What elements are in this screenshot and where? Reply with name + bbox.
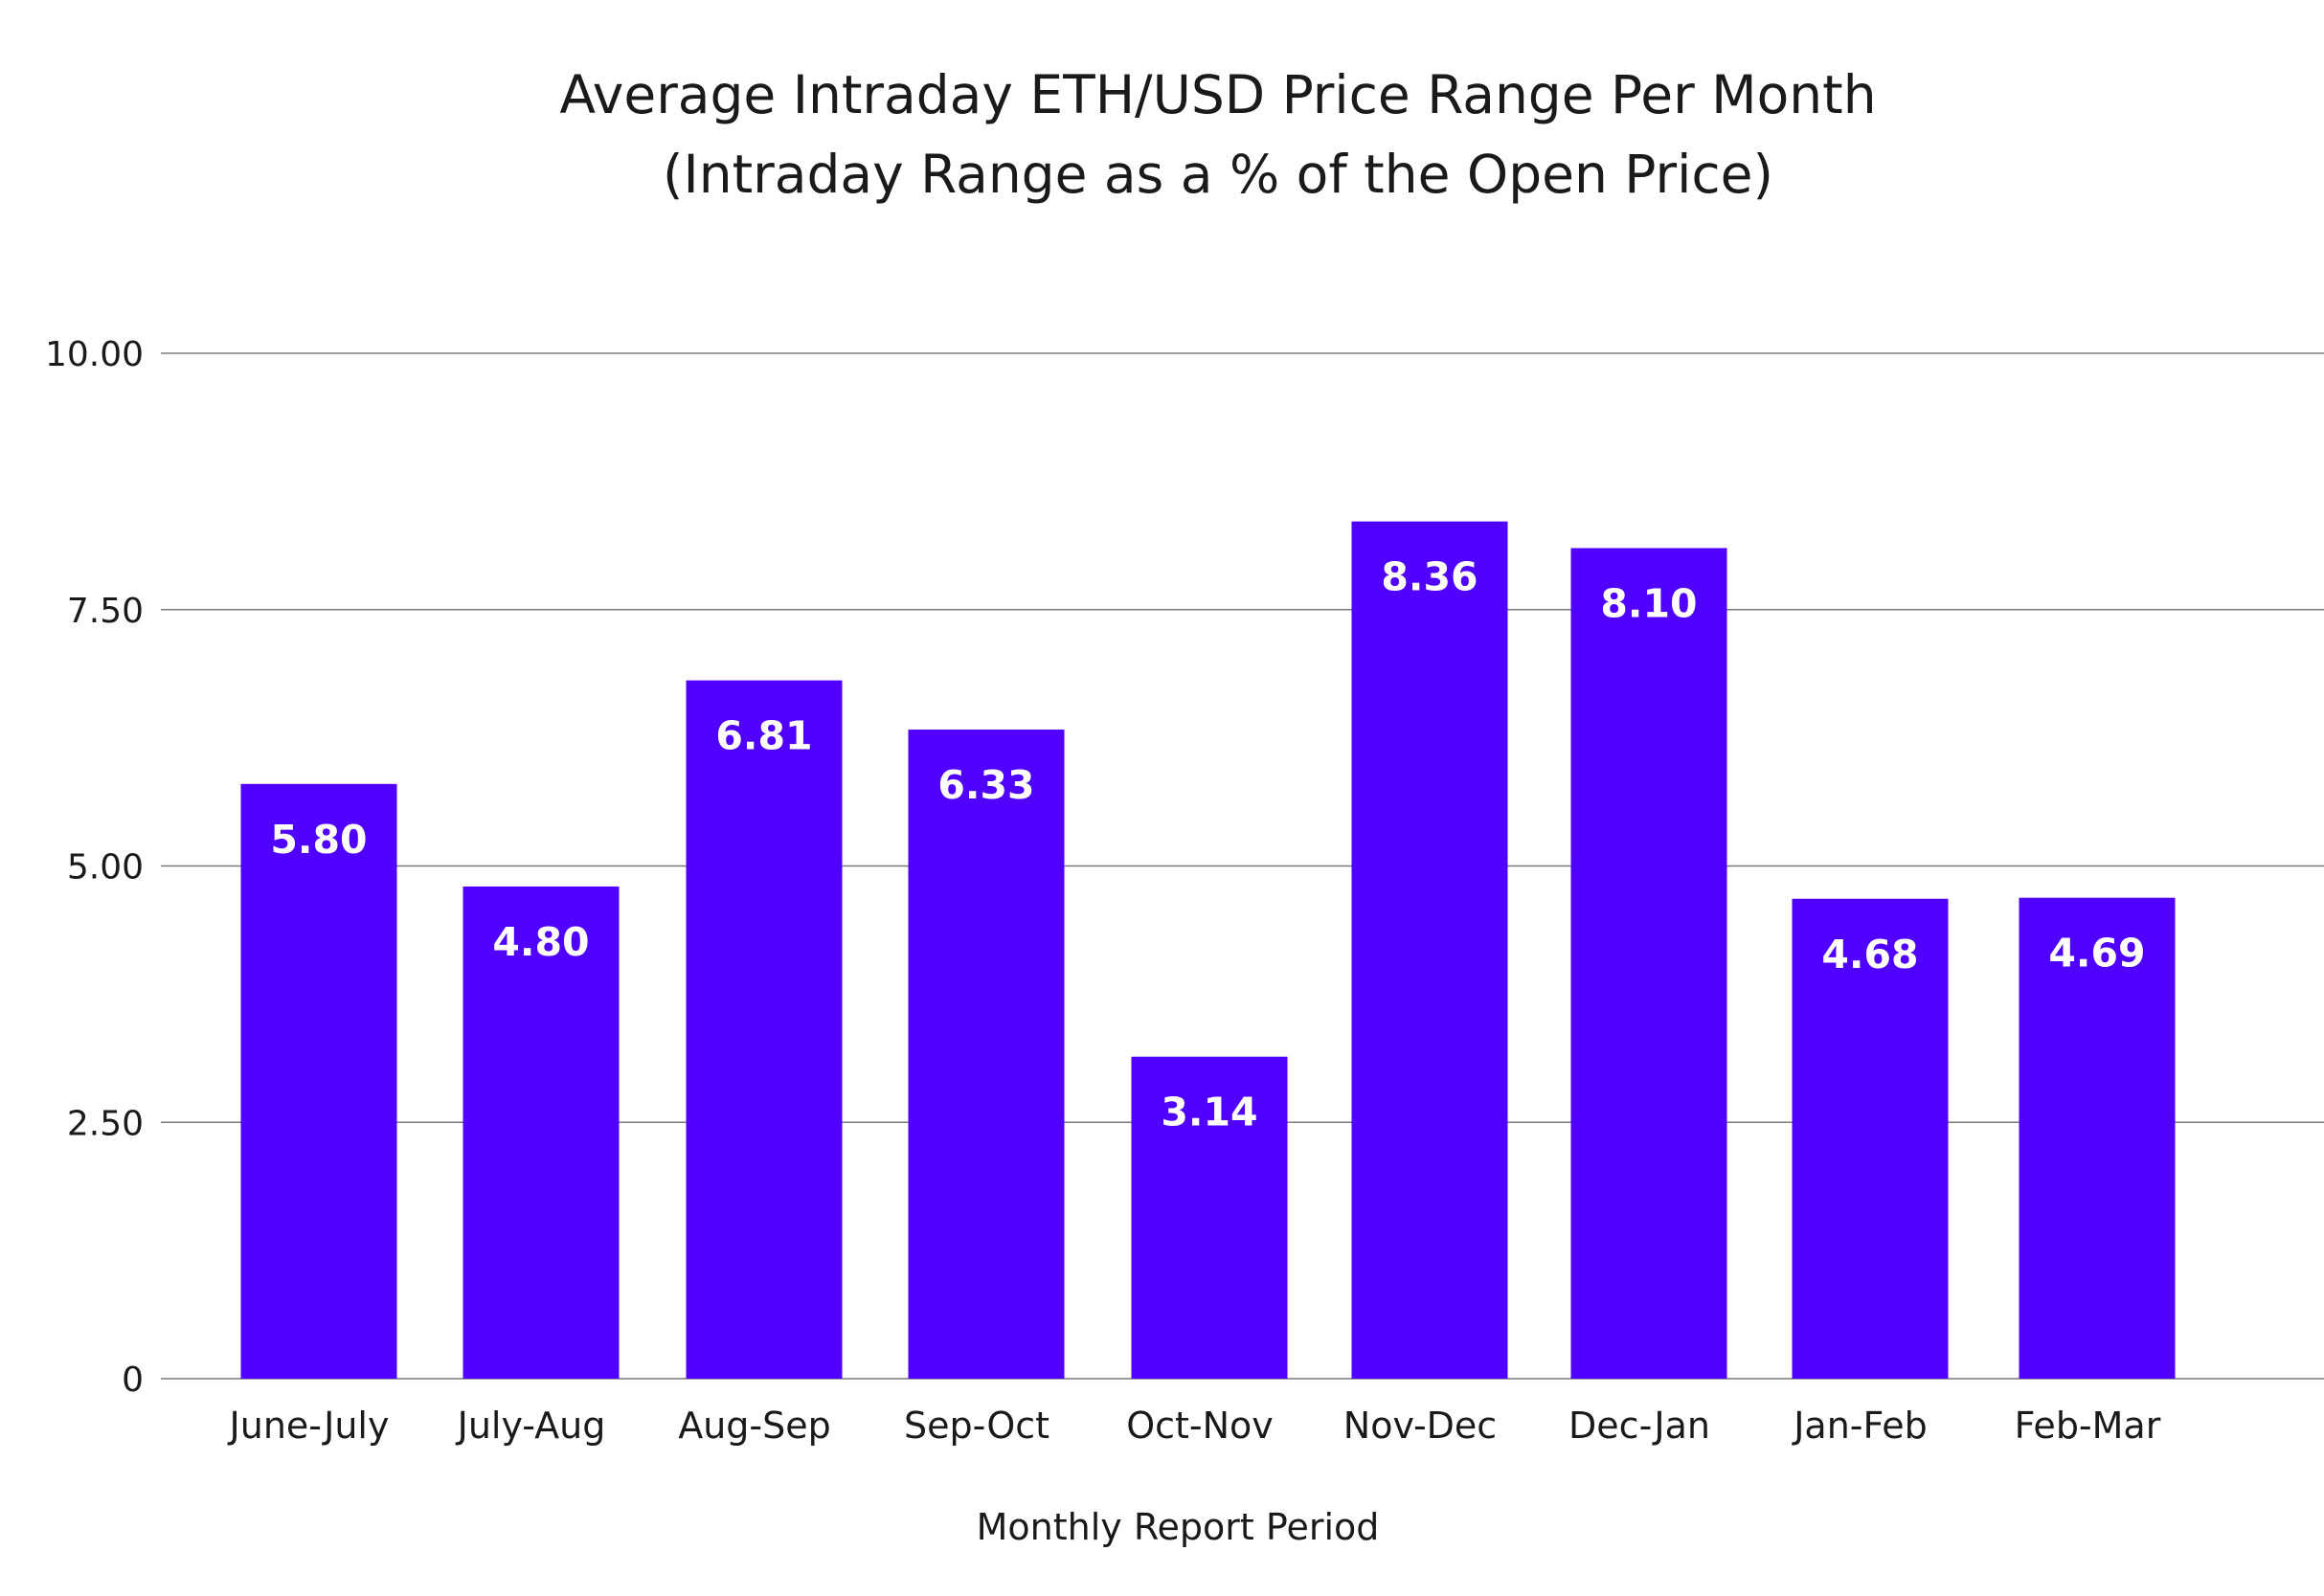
x-tick-label: Feb-Mar bbox=[2015, 1405, 2161, 1447]
bar bbox=[686, 680, 843, 1379]
bar bbox=[1351, 521, 1508, 1379]
y-axis: 0 2.50 5.00 7.50 10.00 bbox=[45, 335, 144, 1400]
bar bbox=[240, 783, 397, 1379]
bar bbox=[908, 730, 1065, 1379]
bar-value-label: 4.69 bbox=[2048, 931, 2145, 977]
data-labels: 5.80 4.80 6.81 6.33 3.14 8.36 8.10 4.68 4.69 bbox=[270, 554, 2145, 1135]
x-axis: June-July July-Aug Aug-Sep Sep-Oct Oct-Nov No… bbox=[228, 1405, 2161, 1447]
bar-value-label: 4.68 bbox=[1821, 932, 1918, 978]
bar-value-label: 8.10 bbox=[1600, 580, 1697, 626]
x-tick-label: Aug-Sep bbox=[678, 1405, 831, 1447]
bar-value-label: 5.80 bbox=[270, 817, 367, 863]
bar-value-label: 3.14 bbox=[1161, 1090, 1257, 1135]
bar-value-label: 6.33 bbox=[937, 762, 1034, 808]
bar bbox=[1792, 898, 1949, 1379]
y-tick-label: 7.50 bbox=[67, 592, 144, 631]
bar-value-label: 8.36 bbox=[1381, 554, 1478, 600]
bar bbox=[1131, 1056, 1288, 1379]
bar bbox=[1570, 548, 1727, 1379]
y-tick-label: 10.00 bbox=[45, 335, 144, 374]
y-tick-label: 2.50 bbox=[67, 1104, 144, 1143]
chart-title: Average Intraday ETH/USD Price Range Per… bbox=[559, 64, 1876, 125]
bar-value-label: 4.80 bbox=[492, 919, 589, 965]
bar-value-label: 6.81 bbox=[715, 713, 812, 759]
x-tick-label: June-July bbox=[228, 1405, 390, 1447]
x-tick-label: July-Aug bbox=[456, 1405, 606, 1447]
bars bbox=[240, 521, 2176, 1379]
x-axis-label: Monthly Report Period bbox=[977, 1506, 1380, 1548]
chart-subtitle: (Intraday Range as a % of the Open Price… bbox=[663, 144, 1773, 205]
x-tick-label: Oct-Nov bbox=[1126, 1405, 1274, 1447]
x-tick-label: Jan-Feb bbox=[1792, 1405, 1928, 1447]
x-tick-label: Dec-Jan bbox=[1568, 1405, 1710, 1447]
x-tick-label: Nov-Dec bbox=[1343, 1405, 1497, 1447]
y-tick-label: 5.00 bbox=[67, 848, 144, 888]
x-tick-label: Sep-Oct bbox=[904, 1405, 1049, 1447]
y-tick-label: 0 bbox=[122, 1360, 144, 1400]
bar bbox=[2019, 897, 2176, 1379]
bar bbox=[463, 886, 620, 1379]
